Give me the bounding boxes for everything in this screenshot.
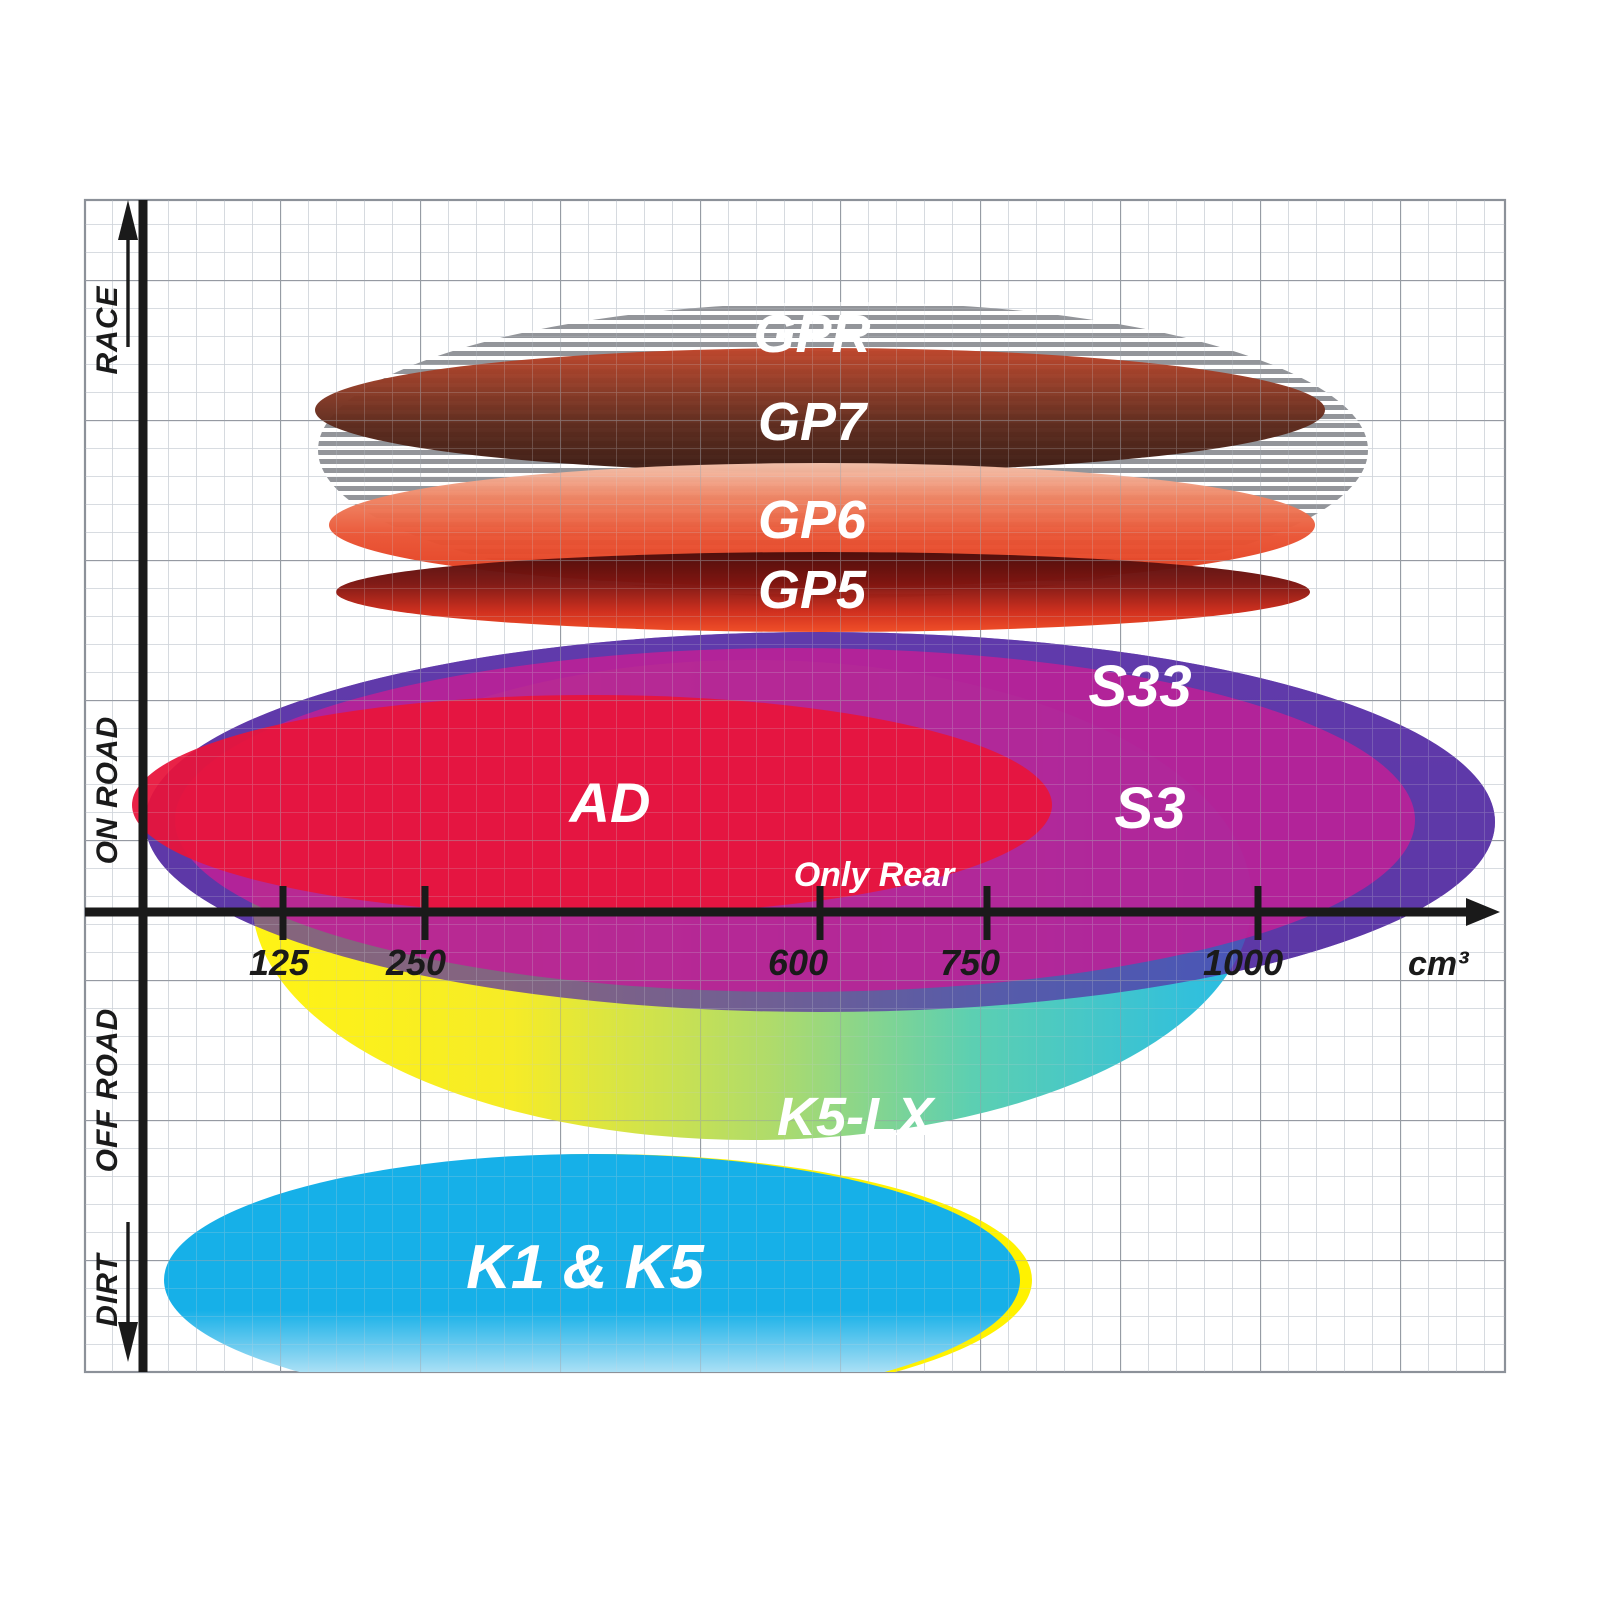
y-label-race: RACE — [91, 285, 124, 374]
y-label-dirt: DIRT — [91, 1252, 124, 1327]
y-label-on-road: ON ROAD — [91, 716, 124, 865]
axes — [85, 200, 1500, 1372]
x-axis-arrowhead — [1466, 898, 1500, 926]
race-up-arrow — [118, 200, 138, 347]
x-axis-ticks — [279, 886, 1262, 940]
series-label-gp7: GP7 — [758, 392, 869, 452]
series-label-k5lx: K5-LX — [777, 1087, 936, 1147]
x-tick-label-250: 250 — [385, 942, 446, 983]
y-axis-band-labels: RACE ON ROAD OFF ROAD DIRT — [91, 285, 124, 1326]
series-label-gpr: GPR — [753, 304, 870, 364]
dirt-down-arrow — [118, 1222, 138, 1362]
series-label-gp6: GP6 — [758, 490, 867, 550]
series-label-gp5: GP5 — [758, 560, 867, 620]
series-label-s3: S3 — [1115, 776, 1186, 841]
series-label-k1k5: K1 & K5 — [466, 1233, 705, 1302]
x-tick-label-600: 600 — [768, 942, 828, 983]
y-label-off-road: OFF ROAD — [91, 1008, 124, 1173]
series-label-ad: AD — [568, 771, 651, 834]
x-tick-label-125: 125 — [249, 942, 310, 983]
x-axis-tick-labels: 125 250 600 750 1000 cm³ — [249, 942, 1470, 983]
x-tick-label-750: 750 — [940, 942, 1000, 983]
x-axis-unit-label: cm³ — [1408, 945, 1470, 983]
x-tick-label-1000: 1000 — [1203, 942, 1283, 983]
series-label-s33: S33 — [1088, 654, 1191, 719]
